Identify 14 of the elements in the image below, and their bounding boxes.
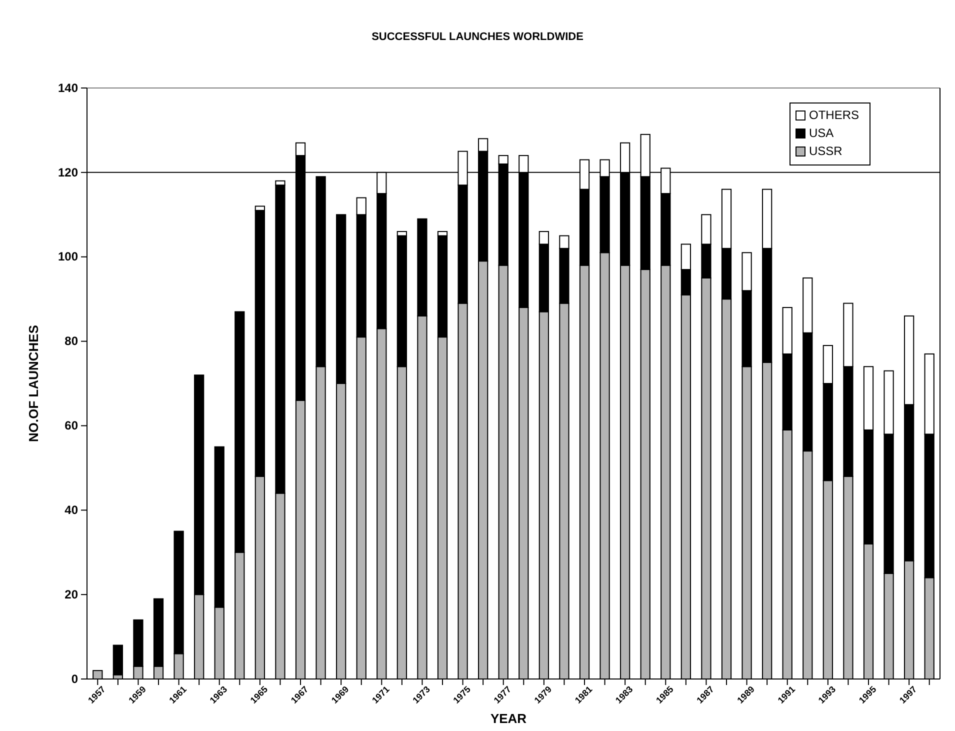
y-tick-label: 40: [64, 502, 78, 517]
legend-label: OTHERS: [809, 108, 860, 122]
y-tick-label: 80: [64, 334, 78, 348]
chart-title: SUCCESSFUL LAUNCHES WORLDWIDE: [372, 31, 584, 43]
y-tick-label: 140: [58, 80, 78, 95]
legend-label: USA: [809, 126, 834, 140]
x-axis-title: YEAR: [490, 711, 528, 726]
legend-label: USSR: [809, 144, 843, 158]
y-tick-label: 120: [58, 165, 78, 180]
y-tick-label: 60: [64, 418, 78, 433]
y-tick-label: 100: [58, 250, 78, 264]
y-tick-label: 0: [71, 672, 78, 686]
y-axis-title: NO.OF LAUNCHES: [26, 324, 41, 442]
y-tick-label: 20: [64, 587, 78, 602]
